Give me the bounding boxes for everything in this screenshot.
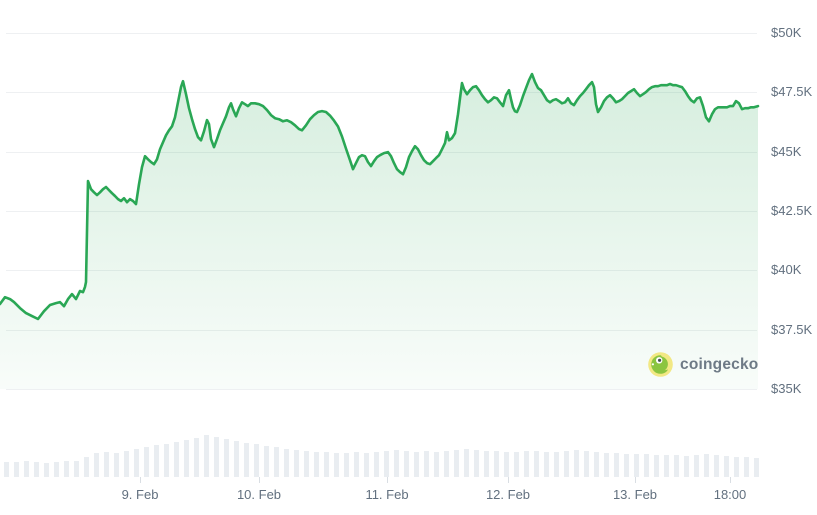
volume-bar bbox=[184, 440, 189, 477]
volume-bar bbox=[384, 451, 389, 477]
volume-bar bbox=[674, 455, 679, 477]
volume-bar bbox=[164, 444, 169, 477]
volume-bar bbox=[514, 452, 519, 477]
volume-bar bbox=[344, 453, 349, 477]
volume-bar bbox=[734, 457, 739, 477]
volume-bar bbox=[124, 451, 129, 477]
volume-bar bbox=[364, 453, 369, 477]
volume-bar bbox=[494, 451, 499, 477]
x-axis-label: 12. Feb bbox=[485, 487, 531, 502]
y-axis-label: $37.5K bbox=[771, 322, 813, 337]
x-axis-label: 13. Feb bbox=[612, 487, 658, 502]
volume-bar bbox=[144, 447, 149, 477]
volume-bar bbox=[714, 455, 719, 477]
volume-bar bbox=[434, 452, 439, 477]
volume-bar bbox=[554, 452, 559, 477]
volume-bar bbox=[174, 442, 179, 477]
volume-bar bbox=[624, 454, 629, 477]
volume-bar bbox=[464, 449, 469, 477]
volume-bar bbox=[304, 451, 309, 477]
volume-bar bbox=[534, 451, 539, 477]
volume-bar bbox=[424, 451, 429, 477]
volume-bar bbox=[54, 462, 59, 477]
volume-bar bbox=[354, 452, 359, 477]
volume-bar bbox=[604, 453, 609, 477]
volume-bar bbox=[254, 444, 259, 477]
y-axis-label: $45K bbox=[771, 144, 802, 159]
volume-bar bbox=[694, 455, 699, 477]
volume-bar bbox=[414, 452, 419, 477]
volume-bar bbox=[14, 462, 19, 477]
y-axis-label: $40K bbox=[771, 262, 802, 277]
volume-bar bbox=[544, 452, 549, 477]
volume-bar bbox=[34, 462, 39, 477]
volume-bar bbox=[94, 453, 99, 477]
volume-bar bbox=[614, 453, 619, 477]
y-axis-label: $42.5K bbox=[771, 203, 813, 218]
volume-bar bbox=[574, 450, 579, 477]
volume-bar bbox=[114, 453, 119, 477]
volume-bar bbox=[664, 455, 669, 477]
x-axis-label: 10. Feb bbox=[236, 487, 282, 502]
x-axis-label: 18:00 bbox=[713, 487, 747, 502]
volume-bar bbox=[74, 461, 79, 477]
x-axis-ticks bbox=[140, 477, 731, 483]
volume-bar bbox=[324, 452, 329, 477]
volume-bar bbox=[724, 456, 729, 477]
volume-bar bbox=[504, 452, 509, 477]
volume-bar bbox=[104, 452, 109, 477]
volume-bar bbox=[234, 441, 239, 477]
volume-bar bbox=[444, 451, 449, 477]
volume-bar bbox=[474, 450, 479, 477]
volume-bar bbox=[704, 454, 709, 477]
volume-bar bbox=[314, 452, 319, 477]
volume-bar bbox=[244, 443, 249, 477]
volume-bar bbox=[204, 435, 209, 477]
volume-bar bbox=[524, 451, 529, 477]
volume-bar bbox=[4, 462, 9, 477]
volume-bar bbox=[594, 452, 599, 477]
volume-bar bbox=[744, 457, 749, 477]
volume-bar bbox=[194, 438, 199, 477]
volume-bar bbox=[404, 451, 409, 477]
coingecko-watermark: coingecko bbox=[648, 352, 758, 377]
volume-bar bbox=[634, 454, 639, 477]
price-line bbox=[0, 72, 760, 321]
volume-bar bbox=[24, 461, 29, 477]
volume-bar bbox=[44, 463, 49, 477]
volume-bar bbox=[84, 457, 89, 477]
volume-bar bbox=[264, 446, 269, 477]
price-area-fill bbox=[0, 74, 758, 389]
y-axis-label: $47.5K bbox=[771, 84, 813, 99]
volume-bar bbox=[754, 458, 759, 477]
volume-bar bbox=[284, 449, 289, 477]
volume-bar bbox=[274, 447, 279, 477]
volume-bar bbox=[64, 461, 69, 477]
x-axis-label: 9. Feb bbox=[121, 487, 159, 502]
volume-bar bbox=[454, 450, 459, 477]
volume-bar bbox=[224, 439, 229, 477]
volume-bar bbox=[484, 451, 489, 477]
volume-bar bbox=[134, 449, 139, 477]
volume-bar bbox=[654, 455, 659, 477]
volume-bar bbox=[154, 445, 159, 477]
volume-bar bbox=[584, 451, 589, 477]
volume-bar bbox=[684, 456, 689, 477]
volume-bar bbox=[334, 453, 339, 477]
y-axis-label: $50K bbox=[771, 25, 802, 40]
volume-bar bbox=[644, 454, 649, 477]
volume-bar bbox=[394, 450, 399, 477]
volume-bar bbox=[374, 452, 379, 477]
y-axis-label: $35K bbox=[771, 381, 802, 396]
volume-bar bbox=[564, 451, 569, 477]
x-axis-label: 11. Feb bbox=[365, 487, 409, 502]
coingecko-wordmark: coingecko bbox=[680, 355, 759, 373]
coingecko-gecko-icon bbox=[648, 352, 673, 377]
volume-bar bbox=[214, 437, 219, 477]
volume-bar bbox=[294, 450, 299, 477]
volume-bars bbox=[4, 435, 759, 477]
